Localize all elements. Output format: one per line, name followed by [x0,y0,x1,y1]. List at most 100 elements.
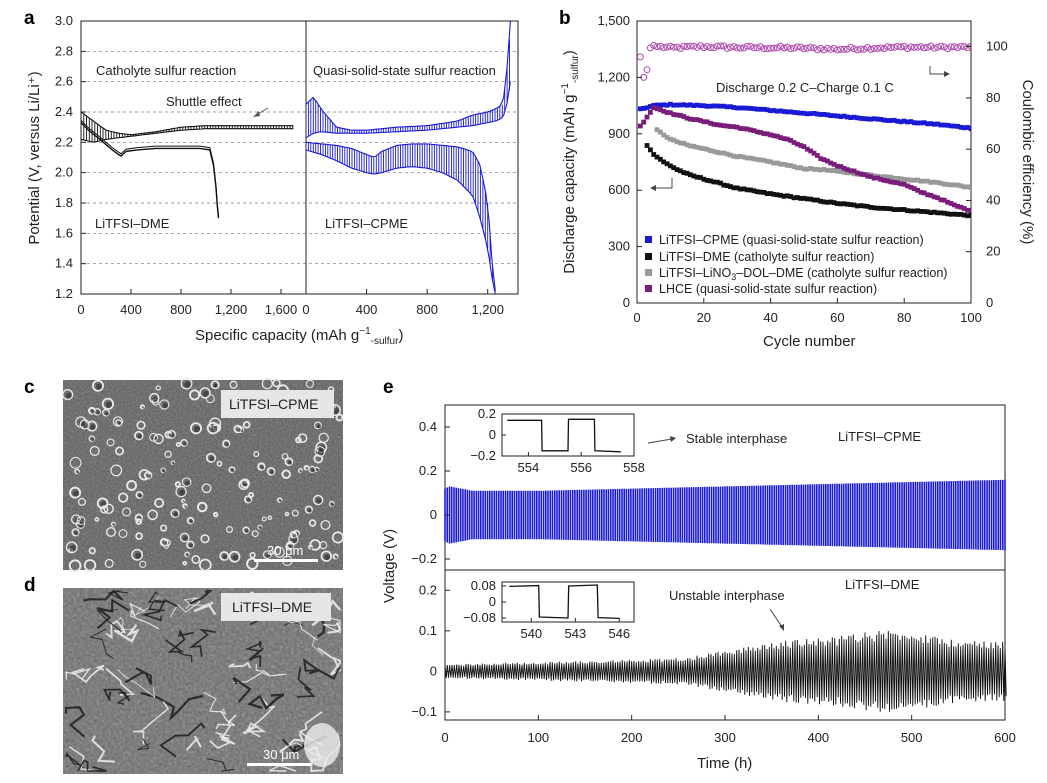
sem-d-crack [215,710,236,730]
capacity-point-series-3 [784,136,790,142]
panel-a-y-tick-label: 1.8 [55,195,73,210]
sem-d-crack [189,590,213,605]
inset-bottom-x-tick-label: 543 [564,626,586,641]
sem-c-particle [276,497,283,503]
sem-c-pore [316,424,321,429]
capacity-point-series-0 [794,110,800,116]
sem-c-particle [89,445,100,457]
sem-c-particle [159,399,170,410]
capacity-point-series-3 [701,119,707,125]
ce-point [666,42,674,50]
sem-c-particle [148,392,160,404]
capacity-point-series-0 [668,101,673,107]
ce-point [777,42,785,50]
capacity-point-series-0 [885,118,890,123]
panel-a-right-x-tick-label: 1,200 [471,302,504,317]
sem-c-particle [154,497,165,508]
sem-c-pore [186,554,190,557]
ce-point [940,43,948,51]
capacity-point-series-3 [721,123,727,129]
capacity-point-series-1 [798,196,804,201]
capacity-point-series-2 [835,168,840,174]
sem-c-particle [135,518,143,525]
panel-a-left-x-tick-label: 800 [170,302,192,317]
ce-point [870,45,878,52]
capacity-point-series-1 [754,189,760,195]
capacity-point-series-3 [641,119,647,125]
capacity-point-series-2 [915,177,920,183]
ce-point [827,45,835,53]
panel-b-y-tick-label: 300 [608,239,630,254]
inset-top-y-tick-label: −0.2 [470,448,496,463]
capacity-point-series-3 [871,175,877,181]
capacity-point-series-1 [921,209,927,214]
sem-c-particle [319,541,328,550]
capacity-point-series-1 [968,212,971,218]
dme-discharge-curve [81,122,220,219]
capacity-point-series-3 [828,160,834,166]
sem-c-pore [105,401,112,408]
sem-c-particle [136,420,146,430]
panel-b-y2-tick-label: 80 [986,90,1000,105]
sem-c-particle [196,501,208,513]
sem-d-crack [105,667,136,696]
capacity-point-series-0 [838,114,844,119]
ce-axis-arrowhead [944,71,950,77]
sem-d-scale-label: 30 μm [263,747,299,762]
sem-c-particle [117,492,129,503]
capacity-point-series-0 [871,116,877,122]
sem-c-pore [73,490,80,497]
sem-c-pore [307,508,312,513]
capacity-point-series-3 [848,168,854,174]
sem-c-pore [162,402,168,409]
panel-e-bottom-y-tick-label: 0.2 [419,582,437,597]
capacity-point-series-1 [768,191,773,196]
sem-c-particle [219,551,230,561]
sem-d-crack [296,667,316,698]
capacity-point-series-2 [945,182,950,187]
capacity-point-series-0 [811,111,817,116]
sem-c-pore [135,552,142,559]
sem-d-crack [221,714,237,740]
panel-a-x-ticks: 0 400 800 1,200 1,600 0 400 800 1,200 [77,289,504,317]
panel-e-top-label: LiTFSI–CPME [838,429,921,444]
ce-point [934,43,942,51]
sem-d-crack [311,636,324,656]
sem-c-particle [77,497,87,506]
capacity-point-series-3 [637,123,643,129]
ce-point [954,44,962,52]
capacity-point-series-2 [698,145,703,151]
capacity-point-series-0 [905,119,910,125]
sem-d-crack [248,647,264,668]
capacity-point-series-0 [835,113,840,119]
sem-c-pore [76,471,80,474]
sem-d-crack [159,722,206,758]
ce-point [790,44,798,52]
capacity-point-series-3 [711,121,717,127]
panel-e-top-y-tick-label: −0.2 [411,551,437,566]
panel-b-chart: 0 300 600 900 1,200 1,500 0 20 40 60 80 100 0 20 40 6… [560,13,1036,350]
capacity-point-series-0 [641,106,647,111]
capacity-point-series-1 [644,143,650,148]
capacity-point-series-0 [968,126,971,132]
capacity-point-series-2 [761,157,767,163]
ce-point [917,43,925,51]
panel-b-annotation: Discharge 0.2 C–Charge 0.1 C [716,80,894,95]
capacity-point-series-3 [821,157,827,162]
capacity-point-series-1 [678,168,683,174]
ce-point [850,45,858,53]
capacity-point-series-2 [661,132,667,138]
capacity-point-series-1 [858,203,864,208]
capacity-point-series-2 [704,146,710,152]
capacity-point-series-1 [885,206,890,211]
sem-c-particle [210,380,219,389]
capacity-point-series-3 [851,168,857,174]
sem-c-particle [91,379,105,392]
capacity-point-series-2 [841,169,847,175]
capacity-point-series-2 [898,176,904,182]
capacity-point-series-0 [848,115,854,120]
capacity-point-series-2 [791,164,797,169]
capacity-point-series-1 [684,170,690,176]
sem-c-particle [110,521,116,527]
capacity-point-series-3 [901,181,907,187]
